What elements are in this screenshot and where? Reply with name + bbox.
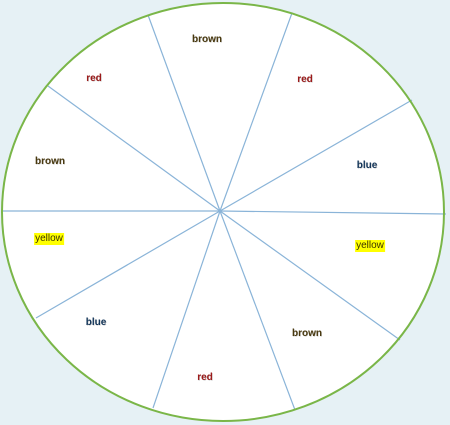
spinner-dividers: [3, 12, 447, 411]
sector-label-yellow-right: yellow: [355, 240, 385, 252]
divider-line: [35, 210, 221, 319]
sector-label-red-upper-left: red: [86, 73, 102, 84]
sector-label-brown-lower-right: brown: [292, 328, 322, 339]
sector-label-yellow-left: yellow: [34, 233, 64, 245]
sector-label-brown-top: brown: [192, 34, 222, 45]
divider-line: [219, 99, 413, 212]
divider-line: [219, 210, 296, 411]
divider-line: [152, 210, 221, 409]
sector-label-red-upper-right: red: [297, 74, 313, 85]
divider-line: [219, 210, 401, 341]
divider-line: [219, 12, 293, 212]
divider-line: [219, 210, 447, 215]
sector-label-brown-left: brown: [35, 156, 65, 167]
spinner-rim: [1, 2, 445, 422]
sector-label-red-bottom: red: [197, 372, 213, 383]
divider-line: [47, 85, 221, 212]
sector-label-blue-right: blue: [356, 160, 378, 171]
divider-line: [147, 14, 221, 212]
spinner-face: [2, 3, 444, 421]
sector-label-blue-lower-left: blue: [85, 317, 107, 328]
